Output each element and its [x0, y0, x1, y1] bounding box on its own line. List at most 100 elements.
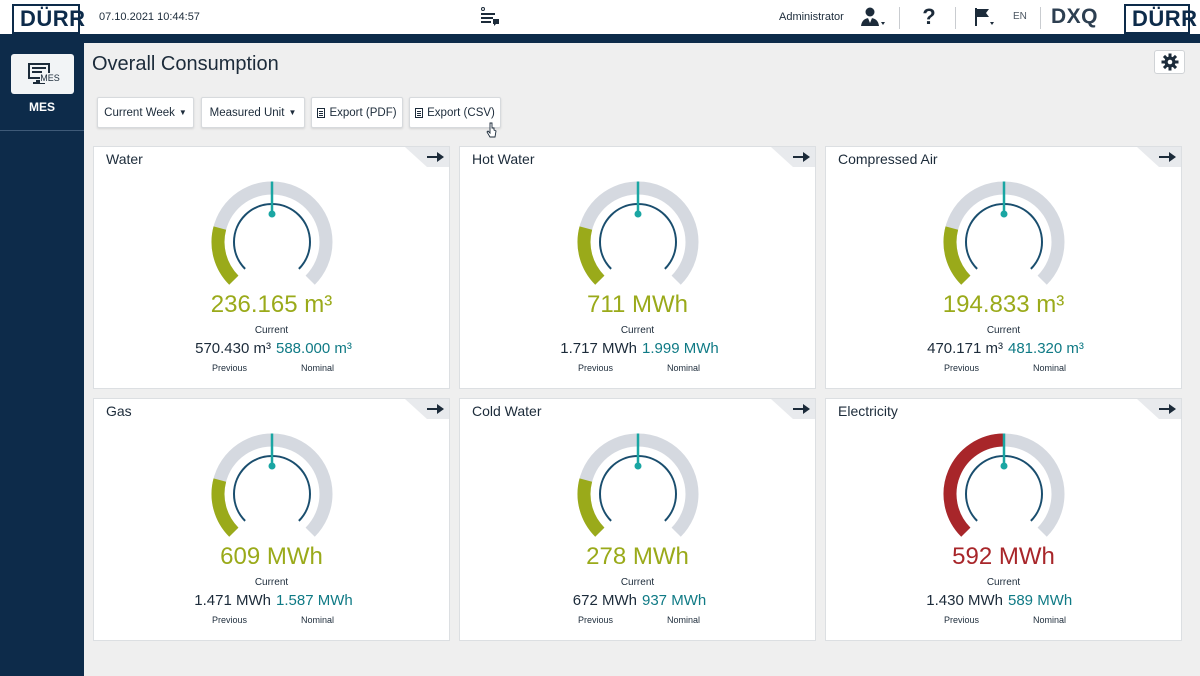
gauge-fill	[211, 478, 239, 537]
current-label: Current	[986, 577, 1021, 588]
export-csv-label: Export (CSV)	[427, 106, 495, 119]
nominal-value: 1.999 MWh	[642, 340, 719, 357]
export-pdf-label: Export (PDF)	[329, 106, 397, 119]
previous-value: 1.717 MWh	[560, 340, 637, 357]
consumption-gauge	[577, 433, 699, 537]
divider	[955, 7, 956, 29]
export-pdf-button[interactable]: Export (PDF)	[311, 97, 403, 128]
notification-list-icon[interactable]	[479, 6, 501, 28]
previous-value: 672 MWh	[572, 592, 637, 609]
consumption-gauge	[943, 433, 1065, 537]
nominal-value: 1.587 MWh	[276, 592, 353, 609]
gauge-needle-dot	[1000, 210, 1008, 218]
gauge-needle-dot	[634, 462, 642, 470]
open-detail-button[interactable]	[771, 399, 815, 419]
mes-monitor-icon: MES	[27, 63, 60, 84]
current-value: 592 MWh	[952, 543, 1055, 570]
nominal-label: Nominal	[667, 363, 701, 373]
document-icon	[415, 107, 424, 118]
nominal-value: 588.000 m³	[276, 340, 352, 357]
unit-label: Measured Unit	[209, 106, 285, 119]
svg-text:MES: MES	[40, 73, 60, 83]
nominal-label: Nominal	[1033, 615, 1067, 625]
previous-label: Previous	[212, 615, 248, 625]
gear-icon	[1161, 53, 1178, 71]
duerr-logo-right: DÜRR	[1124, 4, 1197, 34]
sidebar-divider	[0, 130, 84, 131]
gauge-needle-dot	[268, 462, 276, 470]
consumption-card-hot-water: Hot Water 711 MWh Current 1.717 MWh 1.99…	[459, 146, 816, 389]
current-label: Current	[620, 325, 655, 336]
language-code[interactable]: EN	[1013, 11, 1027, 22]
flag-language-icon[interactable]	[970, 5, 998, 29]
consumption-card-water: Water 236.165 m³ Current 570.430 m³ 588.…	[93, 146, 450, 389]
current-value: 278 MWh	[586, 543, 689, 570]
duerr-logo-left: DÜRR	[12, 4, 85, 34]
user-menu-icon[interactable]	[858, 5, 886, 29]
gauge-needle-dot	[1000, 462, 1008, 470]
export-csv-button[interactable]: Export (CSV)	[409, 97, 501, 128]
gauge-needle-dot	[268, 210, 276, 218]
page-title: Overall Consumption	[92, 53, 279, 75]
gauge-needle-dot	[634, 210, 642, 218]
divider	[1040, 7, 1041, 29]
current-label: Current	[254, 325, 289, 336]
card-title: Electricity	[838, 403, 898, 419]
timestamp: 07.10.2021 10:44:57	[99, 11, 200, 23]
gauge-fill	[943, 226, 971, 285]
arrow-right-icon	[1159, 404, 1176, 414]
gauge-fill	[577, 226, 605, 285]
divider	[899, 7, 900, 29]
previous-value: 570.430 m³	[195, 340, 271, 357]
consumption-gauge	[211, 433, 333, 537]
previous-label: Previous	[578, 615, 614, 625]
dxq-brand: DXQ	[1051, 5, 1099, 28]
gauge-fill	[577, 478, 605, 537]
document-icon	[317, 107, 326, 118]
open-detail-button[interactable]	[405, 147, 449, 167]
open-detail-button[interactable]	[405, 399, 449, 419]
current-label: Current	[986, 325, 1021, 336]
period-dropdown[interactable]: Current Week ▼	[97, 97, 194, 128]
current-label: Current	[254, 577, 289, 588]
current-value: 609 MWh	[220, 543, 323, 570]
caret-down-icon: ▼	[178, 108, 187, 117]
nominal-value: 481.320 m³	[1008, 340, 1084, 357]
arrow-right-icon	[793, 404, 810, 414]
nominal-label: Nominal	[301, 615, 335, 625]
current-value: 236.165 m³	[210, 291, 333, 318]
arrow-right-icon	[427, 404, 444, 414]
mes-button[interactable]: MES	[11, 54, 74, 94]
user-name: Administrator	[779, 11, 844, 23]
consumption-gauge	[211, 181, 333, 285]
help-icon[interactable]: ?	[922, 4, 936, 29]
open-detail-button[interactable]	[1137, 147, 1181, 167]
nominal-value: 589 MWh	[1008, 592, 1073, 609]
consumption-card-cold-water: Cold Water 278 MWh Current 672 MWh 937 M…	[459, 398, 816, 641]
previous-label: Previous	[212, 363, 248, 373]
arrow-right-icon	[427, 152, 444, 162]
previous-label: Previous	[944, 363, 980, 373]
unit-dropdown[interactable]: Measured Unit ▼	[201, 97, 305, 128]
nominal-label: Nominal	[667, 615, 701, 625]
caret-down-icon: ▼	[288, 108, 297, 117]
current-value: 711 MWh	[587, 291, 688, 318]
period-label: Current Week	[104, 106, 175, 119]
nominal-label: Nominal	[1033, 363, 1067, 373]
top-bar: DÜRR 07.10.2021 10:44:57 Administrator ?…	[0, 0, 1200, 34]
mes-label: MES	[28, 100, 55, 114]
consumption-gauge	[577, 181, 699, 285]
header-accent-bar	[0, 34, 1200, 43]
current-label: Current	[620, 577, 655, 588]
open-detail-button[interactable]	[771, 147, 815, 167]
arrow-right-icon	[1159, 152, 1176, 162]
gauge-fill	[943, 433, 1005, 537]
mouse-cursor-icon	[486, 122, 497, 138]
current-value: 194.833 m³	[942, 291, 1065, 318]
consumption-card-gas: Gas 609 MWh Current 1.471 MWh 1.587 MWh …	[93, 398, 450, 641]
previous-label: Previous	[578, 363, 614, 373]
nominal-label: Nominal	[301, 363, 335, 373]
open-detail-button[interactable]	[1137, 399, 1181, 419]
settings-button[interactable]	[1154, 50, 1185, 74]
nominal-value: 937 MWh	[642, 592, 707, 609]
